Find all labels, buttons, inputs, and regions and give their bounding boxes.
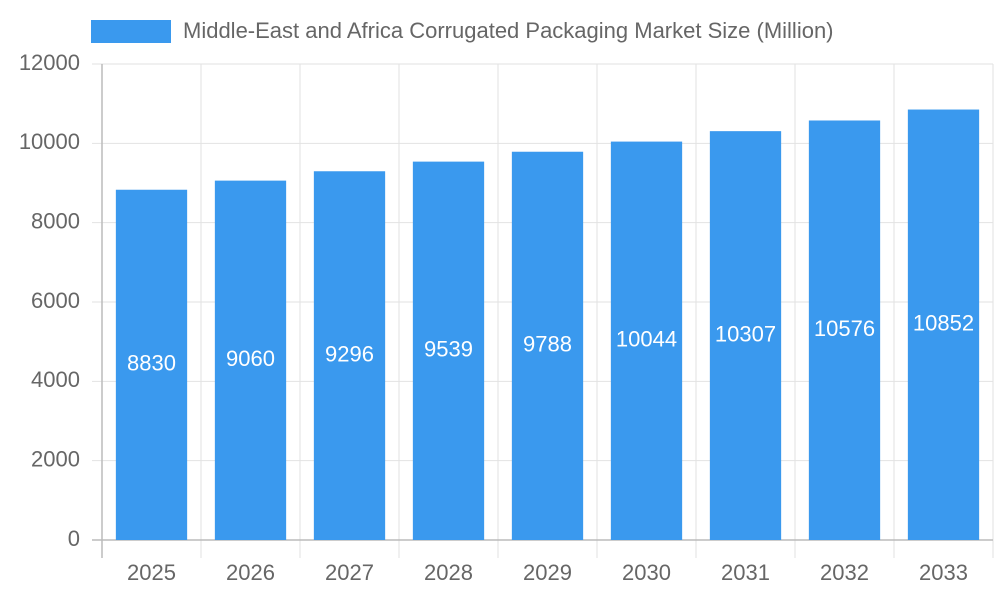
x-tick-label: 2027 bbox=[325, 560, 374, 585]
bar bbox=[412, 161, 485, 540]
y-tick-label: 2000 bbox=[31, 446, 80, 471]
y-tick-label: 6000 bbox=[31, 288, 80, 313]
data-label: 10307 bbox=[715, 321, 776, 346]
data-label: 10044 bbox=[616, 327, 677, 352]
x-tick-label: 2031 bbox=[721, 560, 770, 585]
data-label: 9788 bbox=[523, 332, 572, 357]
x-tick-label: 2030 bbox=[622, 560, 671, 585]
legend-swatch bbox=[91, 20, 171, 43]
legend-label: Middle-East and Africa Corrugated Packag… bbox=[183, 18, 834, 43]
data-label: 8830 bbox=[127, 351, 176, 376]
x-tick-label: 2033 bbox=[919, 560, 968, 585]
y-tick-label: 10000 bbox=[19, 129, 80, 154]
y-tick-label: 0 bbox=[68, 526, 80, 551]
data-label: 9060 bbox=[226, 346, 275, 371]
bar bbox=[610, 141, 683, 540]
data-label: 9539 bbox=[424, 337, 473, 362]
bar bbox=[808, 120, 881, 540]
y-tick-label: 12000 bbox=[19, 50, 80, 75]
x-tick-label: 2028 bbox=[424, 560, 473, 585]
data-label: 10852 bbox=[913, 311, 974, 336]
bar bbox=[907, 109, 980, 541]
x-tick-label: 2029 bbox=[523, 560, 572, 585]
x-tick-label: 2026 bbox=[226, 560, 275, 585]
bar bbox=[511, 151, 584, 540]
data-label: 10576 bbox=[814, 316, 875, 341]
data-label: 9296 bbox=[325, 341, 374, 366]
bar bbox=[115, 189, 188, 540]
y-tick-label: 4000 bbox=[31, 367, 80, 392]
bar bbox=[709, 131, 782, 540]
y-tick-label: 8000 bbox=[31, 208, 80, 233]
x-tick-label: 2025 bbox=[127, 560, 176, 585]
bar bbox=[214, 180, 287, 540]
bar bbox=[313, 171, 386, 540]
x-tick-label: 2032 bbox=[820, 560, 869, 585]
